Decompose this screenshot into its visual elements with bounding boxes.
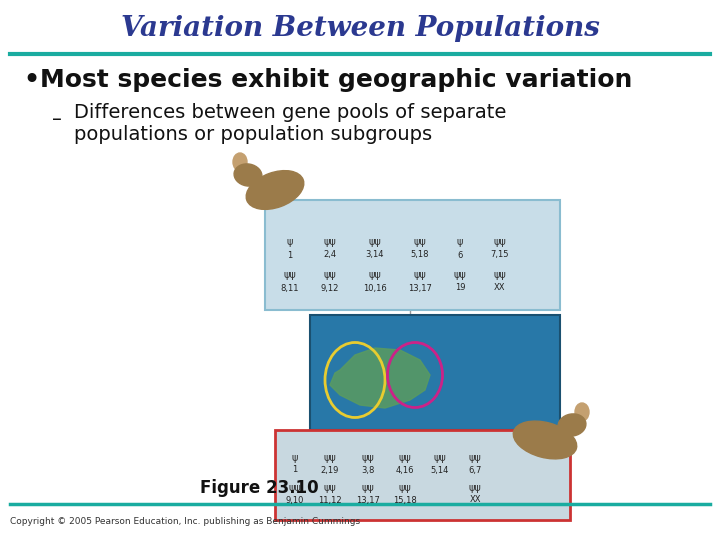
Bar	[310, 315, 560, 430]
Text: 1: 1	[287, 251, 292, 260]
Text: 6: 6	[457, 251, 463, 260]
Text: 2,4: 2,4	[323, 251, 336, 260]
Text: ψψ: ψψ	[399, 483, 411, 493]
Text: 19: 19	[455, 284, 465, 293]
Text: •: •	[22, 65, 40, 94]
Text: 11,12: 11,12	[318, 496, 342, 504]
Text: –: –	[52, 111, 62, 130]
Text: ψψ: ψψ	[413, 270, 426, 280]
Text: ψψ: ψψ	[369, 237, 382, 247]
Text: 3,8: 3,8	[361, 465, 374, 475]
Text: 10,16: 10,16	[363, 284, 387, 293]
Text: ψψ: ψψ	[284, 270, 297, 280]
Text: 13,17: 13,17	[356, 496, 380, 504]
Text: 4,16: 4,16	[396, 465, 414, 475]
Text: XX: XX	[494, 284, 505, 293]
Text: populations or population subgroups: populations or population subgroups	[74, 125, 432, 145]
Text: ψψ: ψψ	[323, 237, 336, 247]
Text: 5,18: 5,18	[410, 251, 429, 260]
Text: ψψ: ψψ	[469, 483, 482, 493]
Text: ψψ: ψψ	[413, 237, 426, 247]
Text: ψψ: ψψ	[323, 483, 336, 493]
Text: 15,18: 15,18	[393, 496, 417, 504]
Text: ψψ: ψψ	[454, 270, 467, 280]
Ellipse shape	[234, 164, 262, 186]
Text: ψψ: ψψ	[433, 453, 446, 463]
Ellipse shape	[513, 421, 577, 459]
Bar	[275, 430, 570, 520]
Text: ψ: ψ	[292, 453, 298, 463]
Ellipse shape	[558, 414, 586, 436]
Text: 9,10: 9,10	[286, 496, 304, 504]
Text: ψ: ψ	[456, 237, 463, 247]
Text: 6,7: 6,7	[468, 465, 482, 475]
Text: ψ: ψ	[287, 237, 293, 247]
Text: 5,14: 5,14	[431, 465, 449, 475]
Text: 9,12: 9,12	[321, 284, 339, 293]
Text: 8,11: 8,11	[281, 284, 300, 293]
Text: ψψ: ψψ	[494, 237, 506, 247]
Text: Variation Between Populations: Variation Between Populations	[120, 15, 600, 42]
Text: ψψ: ψψ	[399, 453, 411, 463]
Text: Figure 23.10: Figure 23.10	[200, 479, 319, 497]
Text: 7,15: 7,15	[491, 251, 509, 260]
Text: Most species exhibit geographic variation: Most species exhibit geographic variatio…	[40, 68, 632, 92]
Text: 13,17: 13,17	[408, 284, 432, 293]
Ellipse shape	[575, 403, 589, 421]
Text: ψψ: ψψ	[494, 270, 506, 280]
Text: 3,14: 3,14	[366, 251, 384, 260]
Text: ψψ: ψψ	[361, 453, 374, 463]
Text: XX: XX	[469, 496, 481, 504]
Text: 2,19: 2,19	[321, 465, 339, 475]
Bar	[265, 200, 560, 310]
Text: ψψ: ψψ	[369, 270, 382, 280]
Text: Differences between gene pools of separate: Differences between gene pools of separa…	[74, 104, 506, 123]
Ellipse shape	[233, 153, 247, 171]
Text: ψψ: ψψ	[289, 483, 302, 493]
Text: ψψ: ψψ	[323, 453, 336, 463]
Text: ψψ: ψψ	[323, 270, 336, 280]
Polygon shape	[330, 348, 430, 408]
Text: ψψ: ψψ	[469, 453, 482, 463]
Text: ψψ: ψψ	[361, 483, 374, 493]
Ellipse shape	[246, 171, 304, 210]
Text: 1: 1	[292, 465, 297, 475]
Text: Copyright © 2005 Pearson Education, Inc. publishing as Benjamin Cummings: Copyright © 2005 Pearson Education, Inc.…	[10, 517, 360, 526]
